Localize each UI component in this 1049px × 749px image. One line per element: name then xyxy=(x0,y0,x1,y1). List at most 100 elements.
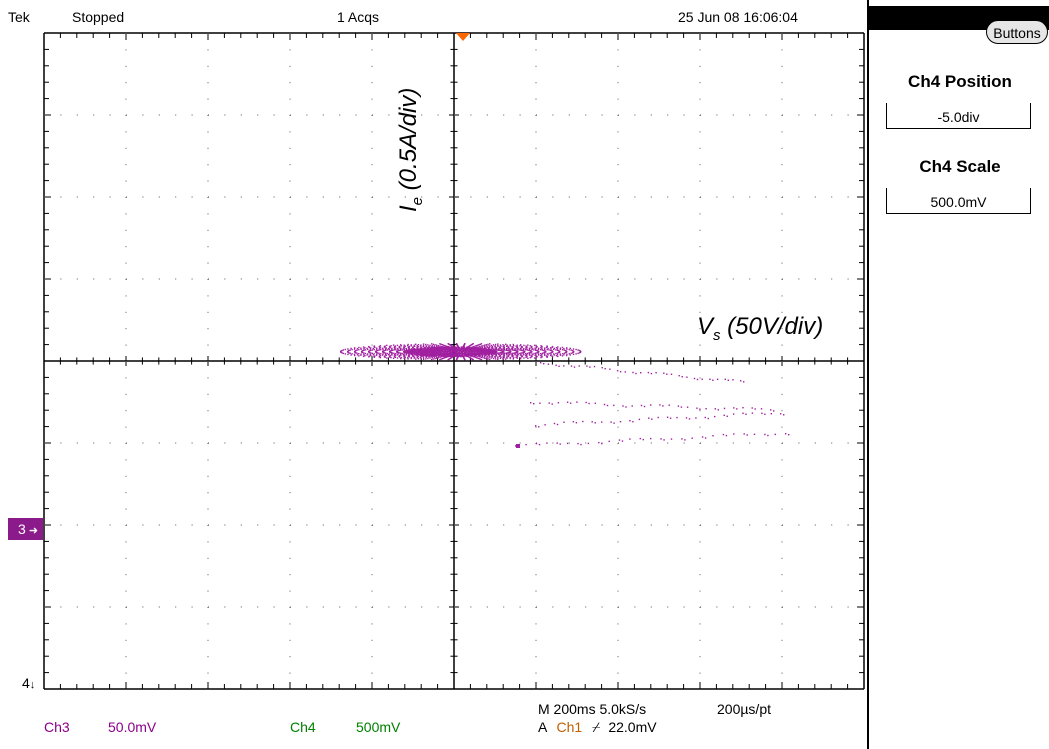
trace-point xyxy=(393,349,395,351)
graticule-dot xyxy=(699,131,701,133)
trace-point xyxy=(469,349,471,352)
trace-point xyxy=(523,350,526,353)
trace-point xyxy=(421,348,424,351)
trace-point xyxy=(563,354,565,356)
trace-point xyxy=(528,349,530,352)
graticule-dot xyxy=(437,442,439,444)
graticule-dot xyxy=(76,114,78,116)
trigger-readout[interactable]: A Ch1 ⌿ 22.0mV xyxy=(538,719,657,736)
trace-point xyxy=(551,346,553,348)
trace-point xyxy=(496,353,498,355)
trace-point xyxy=(483,352,486,354)
graticule-dot xyxy=(322,442,324,444)
ch4-position-value[interactable]: -5.0div xyxy=(886,103,1031,129)
graticule-dot xyxy=(175,442,177,444)
trace-point xyxy=(417,349,420,352)
graticule-dot xyxy=(388,278,390,280)
ch3-ground-marker[interactable]: 3 ➜ xyxy=(8,518,43,540)
trace-point xyxy=(428,346,431,348)
trace-point xyxy=(385,349,387,351)
trace-point xyxy=(479,343,481,345)
trace-point xyxy=(555,347,558,349)
trace-point xyxy=(356,347,359,350)
graticule-dot xyxy=(699,361,701,362)
ch4-ground-marker[interactable]: 4↓ xyxy=(22,675,36,691)
trace-point xyxy=(556,352,559,354)
graticule-dot xyxy=(371,475,373,477)
trace-point xyxy=(434,352,437,354)
trace-point xyxy=(484,344,486,346)
trace-point xyxy=(402,353,404,356)
graticule-dot xyxy=(535,426,537,428)
trace-point xyxy=(482,348,484,350)
ch4-position-title[interactable]: Ch4 Position xyxy=(908,72,1012,91)
trace-point xyxy=(655,372,657,374)
timebase-readout[interactable]: M 200ms 5.0kS/s xyxy=(538,701,647,717)
trace-point xyxy=(558,351,561,353)
graticule-dot xyxy=(617,361,619,362)
trace-point xyxy=(502,352,504,355)
trace-point xyxy=(422,345,425,348)
graticule-dot xyxy=(207,393,209,395)
trace-point xyxy=(500,356,502,358)
trace-point xyxy=(532,348,534,350)
graticule-dot xyxy=(781,508,783,510)
scope-display[interactable] xyxy=(0,0,867,749)
trace-point xyxy=(553,354,555,356)
trace-point xyxy=(398,347,401,349)
graticule-dot xyxy=(290,606,291,608)
graticule-dot xyxy=(535,541,537,543)
graticule-dot xyxy=(60,442,62,444)
trace-point xyxy=(546,345,548,347)
graticule-dot xyxy=(142,442,144,444)
graticule-dot xyxy=(191,196,193,198)
graticule-dot xyxy=(700,524,701,526)
graticule-dot xyxy=(617,492,619,494)
trace-point xyxy=(506,354,508,356)
trace-point xyxy=(588,402,590,405)
graticule-dot xyxy=(289,689,291,690)
graticule-dot xyxy=(503,196,505,198)
trigger-position-marker[interactable] xyxy=(456,33,470,41)
graticule-dot xyxy=(421,524,423,526)
trace-point xyxy=(485,344,487,346)
graticule-dot xyxy=(536,606,537,608)
trace-point xyxy=(511,347,513,349)
ch4-scale-value[interactable]: 500.0mV xyxy=(886,188,1031,214)
ch4-scale-title[interactable]: Ch4 Scale xyxy=(919,157,1001,176)
trace-point xyxy=(510,352,512,355)
trace-point xyxy=(526,346,528,349)
graticule-dot xyxy=(617,541,619,543)
ch4-scale[interactable]: 500mV xyxy=(356,719,401,735)
ch3-scale[interactable]: 50.0mV xyxy=(108,719,157,735)
graticule-dot xyxy=(207,295,209,297)
trace-point xyxy=(443,352,446,354)
trace-point xyxy=(379,345,382,347)
trace-point xyxy=(529,352,531,354)
graticule-dot xyxy=(125,393,127,395)
graticule-dot xyxy=(700,606,701,608)
graticule-dot xyxy=(289,672,291,674)
trace-point xyxy=(403,353,405,355)
trace-point xyxy=(483,353,486,355)
graticule-dot xyxy=(207,49,209,51)
trace-point xyxy=(398,352,400,354)
trace-point xyxy=(534,347,536,349)
graticule-dot xyxy=(437,606,439,608)
trace-point xyxy=(788,434,790,436)
buttons-button[interactable]: Buttons xyxy=(986,20,1048,44)
graticule-dot xyxy=(257,606,259,608)
trace-point xyxy=(509,353,511,356)
graticule-dot xyxy=(404,114,406,116)
ch3-label[interactable]: Ch3 xyxy=(44,719,70,735)
trace-point xyxy=(509,344,511,346)
trace-point xyxy=(441,348,443,350)
trace-point xyxy=(511,354,513,356)
trace-point xyxy=(712,435,714,437)
ch4-label[interactable]: Ch4 xyxy=(290,719,316,735)
graticule-dot xyxy=(289,131,291,133)
trace-point xyxy=(437,353,440,356)
trace-point xyxy=(364,352,367,355)
graticule-dot xyxy=(716,196,718,198)
graticule-dot xyxy=(765,524,767,526)
